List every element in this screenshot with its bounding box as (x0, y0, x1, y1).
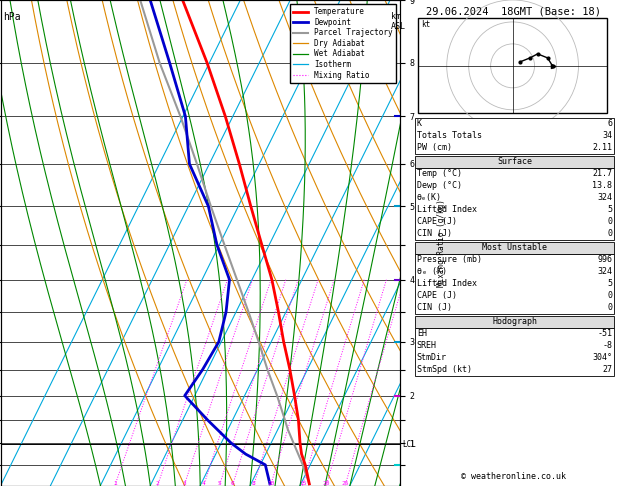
Text: km
ASL: km ASL (391, 12, 406, 31)
Text: 10: 10 (267, 481, 274, 486)
Text: 0: 0 (608, 291, 613, 300)
Text: 996: 996 (598, 255, 613, 264)
Text: Temp (°C): Temp (°C) (417, 169, 462, 178)
Text: StmSpd (kt): StmSpd (kt) (417, 365, 472, 374)
Y-axis label: Mixing Ratio (g/kg): Mixing Ratio (g/kg) (437, 199, 446, 287)
Text: Surface: Surface (497, 157, 532, 166)
Text: Hodograph: Hodograph (492, 317, 537, 326)
Text: 5: 5 (608, 279, 613, 288)
Text: 0: 0 (608, 229, 613, 238)
Text: θₑ (K): θₑ (K) (417, 267, 447, 276)
Text: 34: 34 (603, 131, 613, 140)
Legend: Temperature, Dewpoint, Parcel Trajectory, Dry Adiabat, Wet Adiabat, Isotherm, Mi: Temperature, Dewpoint, Parcel Trajectory… (290, 4, 396, 83)
Text: SREH: SREH (417, 341, 437, 350)
Text: Lifted Index: Lifted Index (417, 205, 477, 214)
Bar (415, 168, 615, 240)
Text: StmDir: StmDir (417, 353, 447, 362)
Text: Totals Totals: Totals Totals (417, 131, 482, 140)
Text: Lifted Index: Lifted Index (417, 279, 477, 288)
Text: 324: 324 (598, 193, 613, 202)
Text: PW (cm): PW (cm) (417, 143, 452, 152)
Text: 20: 20 (323, 481, 330, 486)
Text: 304°: 304° (593, 353, 613, 362)
Text: 5: 5 (218, 481, 221, 486)
Text: θₑ(K): θₑ(K) (417, 193, 442, 202)
Bar (415, 254, 615, 314)
Bar (418, 18, 608, 113)
Text: Dewp (°C): Dewp (°C) (417, 181, 462, 190)
Text: CAPE (J): CAPE (J) (417, 291, 457, 300)
Bar (415, 156, 615, 168)
Text: CIN (J): CIN (J) (417, 303, 452, 312)
Bar (415, 328, 615, 376)
Text: 25: 25 (342, 481, 349, 486)
Text: 4: 4 (202, 481, 206, 486)
Text: -51: -51 (598, 329, 613, 338)
Bar (415, 316, 615, 328)
Text: 324: 324 (598, 267, 613, 276)
Text: -8: -8 (603, 341, 613, 350)
Text: hPa: hPa (3, 12, 21, 22)
Text: 13.8: 13.8 (593, 181, 613, 190)
Bar (415, 242, 615, 254)
Text: 29.06.2024  18GMT (Base: 18): 29.06.2024 18GMT (Base: 18) (426, 6, 601, 17)
Text: LCL: LCL (402, 440, 416, 449)
Text: 5: 5 (608, 205, 613, 214)
Text: 0: 0 (608, 217, 613, 226)
Text: 0: 0 (608, 303, 613, 312)
Text: kt: kt (421, 20, 430, 30)
Text: 2: 2 (156, 481, 160, 486)
Text: 27: 27 (603, 365, 613, 374)
Text: K: K (417, 119, 422, 128)
Text: EH: EH (417, 329, 427, 338)
Text: CIN (J): CIN (J) (417, 229, 452, 238)
Text: 6: 6 (231, 481, 235, 486)
Text: © weatheronline.co.uk: © weatheronline.co.uk (461, 471, 566, 481)
Text: 3: 3 (182, 481, 186, 486)
Text: Pressure (mb): Pressure (mb) (417, 255, 482, 264)
Text: 8: 8 (252, 481, 255, 486)
Text: Most Unstable: Most Unstable (482, 243, 547, 252)
Bar (415, 118, 615, 154)
Text: 2.11: 2.11 (593, 143, 613, 152)
Text: 6: 6 (608, 119, 613, 128)
Text: CAPE (J): CAPE (J) (417, 217, 457, 226)
Text: 1: 1 (113, 481, 117, 486)
Text: 21.7: 21.7 (593, 169, 613, 178)
Text: 15: 15 (299, 481, 306, 486)
